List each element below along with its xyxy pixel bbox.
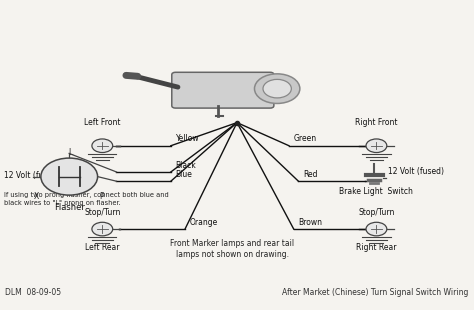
Circle shape xyxy=(366,139,387,153)
Text: Red: Red xyxy=(303,170,318,179)
Text: black wires to "L" prong on flasher.: black wires to "L" prong on flasher. xyxy=(4,200,121,206)
Text: Orange: Orange xyxy=(190,218,218,227)
Circle shape xyxy=(255,74,300,104)
Text: X: X xyxy=(34,192,39,201)
Text: 12 Volt (fused): 12 Volt (fused) xyxy=(4,170,61,179)
Text: Flasher: Flasher xyxy=(54,203,85,212)
Text: Right Rear: Right Rear xyxy=(356,243,397,252)
Text: Left Front: Left Front xyxy=(84,118,120,127)
Text: Right Front: Right Front xyxy=(355,118,398,127)
Text: Brown: Brown xyxy=(299,218,322,227)
Text: Black: Black xyxy=(175,161,196,170)
Text: P: P xyxy=(99,192,104,201)
Circle shape xyxy=(92,139,113,153)
Circle shape xyxy=(366,222,387,236)
Circle shape xyxy=(92,222,113,236)
Circle shape xyxy=(263,79,292,98)
Text: Stop/Turn: Stop/Turn xyxy=(358,208,395,217)
Text: Blue: Blue xyxy=(175,170,192,179)
Text: 12 Volt (fused): 12 Volt (fused) xyxy=(388,167,444,176)
Circle shape xyxy=(41,158,98,195)
Text: DLM  08-09-05: DLM 08-09-05 xyxy=(5,288,62,297)
Text: Stop/Turn: Stop/Turn xyxy=(84,208,120,217)
FancyBboxPatch shape xyxy=(172,72,274,108)
Text: After Market (Chinese) Turn Signal Switch Wiring: After Market (Chinese) Turn Signal Switc… xyxy=(282,288,469,297)
Text: Yellow: Yellow xyxy=(175,134,199,143)
Text: Left Rear: Left Rear xyxy=(85,243,119,252)
Text: L: L xyxy=(69,148,73,157)
Text: Green: Green xyxy=(294,134,317,143)
Text: Brake Light  Switch: Brake Light Switch xyxy=(339,188,413,197)
Text: Front Marker lamps and rear tail
lamps not shown on drawing.: Front Marker lamps and rear tail lamps n… xyxy=(170,239,294,259)
Text: If using two prong flasher, connect both blue and: If using two prong flasher, connect both… xyxy=(4,192,169,198)
